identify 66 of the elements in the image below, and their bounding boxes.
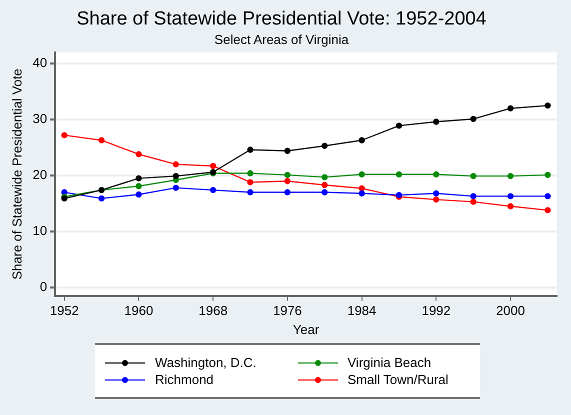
point bbox=[322, 189, 328, 196]
point bbox=[172, 172, 179, 180]
point bbox=[322, 182, 328, 188]
y-tick-label: 10 bbox=[32, 223, 48, 238]
x-axis-title: Year bbox=[292, 322, 320, 337]
y-tick-label: 40 bbox=[32, 55, 48, 70]
point bbox=[284, 189, 291, 196]
chart-title: Share of Statewide Presidential Vote: 1952-2004 bbox=[76, 8, 487, 30]
point bbox=[433, 190, 440, 197]
x-tick-label: 1992 bbox=[422, 303, 451, 318]
point bbox=[172, 161, 179, 168]
point bbox=[544, 193, 551, 200]
point bbox=[358, 137, 365, 144]
point bbox=[396, 171, 402, 178]
y-tick-label: 0 bbox=[40, 278, 48, 294]
x-tick-label: 1976 bbox=[272, 303, 302, 318]
x-tick-label: 2000 bbox=[496, 303, 525, 318]
point bbox=[358, 171, 365, 178]
point bbox=[247, 179, 254, 186]
point bbox=[544, 102, 551, 109]
point bbox=[247, 170, 254, 176]
point bbox=[210, 186, 216, 194]
x-tick-label: 1952 bbox=[50, 303, 79, 318]
x-tick-label: 1968 bbox=[198, 303, 228, 318]
point bbox=[247, 189, 254, 196]
legend-label: Small Town/Rural bbox=[348, 372, 448, 387]
point bbox=[470, 193, 476, 200]
point bbox=[396, 122, 402, 129]
y-tick-label: 30 bbox=[32, 111, 48, 126]
point bbox=[61, 132, 68, 138]
point bbox=[358, 185, 365, 192]
point bbox=[322, 174, 328, 180]
point bbox=[284, 178, 291, 184]
legend-label: Virginia Beach bbox=[348, 355, 432, 370]
point bbox=[470, 198, 476, 205]
point bbox=[284, 148, 291, 154]
point bbox=[284, 172, 291, 178]
y-axis-title: Share of Statewide Presidential Vote bbox=[9, 68, 24, 280]
point bbox=[433, 196, 440, 203]
point bbox=[136, 151, 142, 158]
point bbox=[210, 162, 216, 170]
point bbox=[247, 146, 254, 153]
point bbox=[136, 175, 142, 182]
y-tick-label: 20 bbox=[32, 167, 48, 182]
chart-subtitle: Select Areas of Virginia bbox=[214, 32, 350, 48]
point bbox=[136, 183, 142, 190]
point bbox=[98, 137, 105, 144]
x-tick-label: 1984 bbox=[347, 303, 376, 318]
point bbox=[470, 116, 476, 122]
point bbox=[507, 203, 514, 210]
point bbox=[507, 193, 514, 200]
point bbox=[98, 195, 105, 202]
point bbox=[544, 207, 551, 214]
point bbox=[172, 184, 179, 191]
point bbox=[433, 171, 440, 178]
x-tick-label: 1960 bbox=[124, 303, 154, 318]
point bbox=[322, 142, 328, 149]
legend-label: Richmond bbox=[155, 372, 214, 387]
point bbox=[433, 118, 440, 125]
point bbox=[358, 190, 365, 197]
point bbox=[507, 172, 514, 180]
point bbox=[507, 105, 514, 112]
point bbox=[136, 191, 142, 198]
point bbox=[470, 172, 476, 180]
legend-label: Washington, D.C. bbox=[155, 355, 256, 370]
point bbox=[544, 172, 551, 178]
